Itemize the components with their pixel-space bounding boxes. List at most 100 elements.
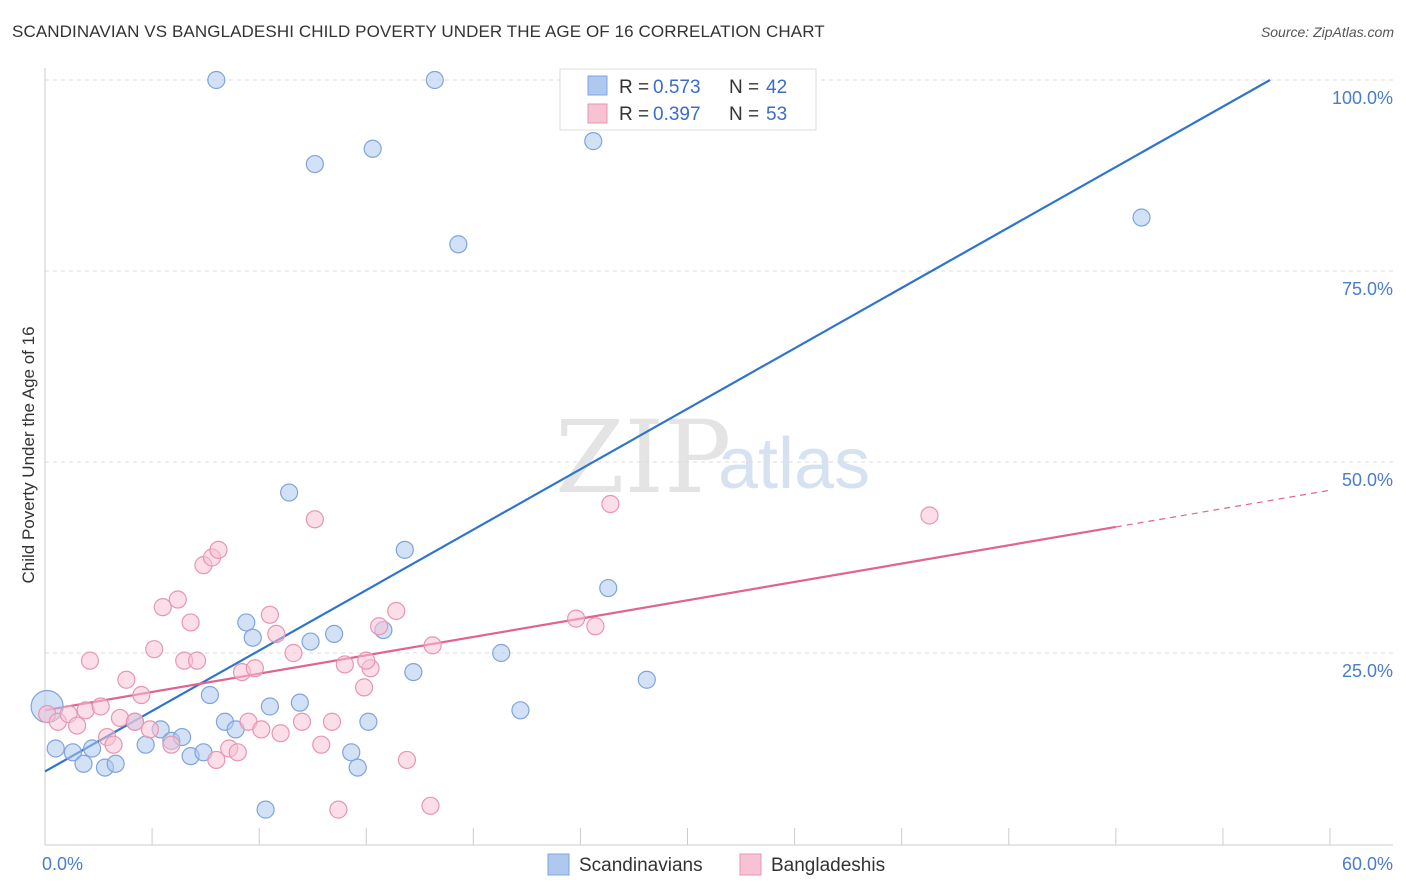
point-scandinavians-37 (599, 578, 618, 598)
point-scandinavians-33 (425, 70, 444, 90)
point-scandinavians-1 (46, 739, 65, 758)
y-tick-label-2: 50.0% (1342, 470, 1393, 490)
point-bangladeshis-46 (423, 636, 442, 655)
point-scandinavians-39 (637, 670, 656, 689)
point-scandinavians-36 (511, 701, 530, 720)
trend-line-scandinavians (44, 79, 1271, 773)
point-scandinavians-3 (74, 754, 93, 773)
y-axis-label: Child Poverty Under the Age of 16 (19, 326, 38, 583)
point-bangladeshis-36 (312, 735, 331, 754)
legend-n-label-1: N = (729, 77, 759, 98)
bottom-legend-swatch-scandinavians (547, 853, 570, 876)
tick-labels: 100.0% 75.0% 50.0% 25.0% 0.0% 60.0% (42, 88, 1393, 874)
point-scandinavians-19 (260, 697, 279, 716)
point-bangladeshis-9 (110, 708, 130, 728)
grid-lines (45, 79, 1393, 654)
bottom-legend: Scandinavians Bangladeshis (547, 853, 885, 876)
point-bangladeshis-40 (355, 678, 374, 697)
point-bangladeshis-31 (267, 624, 286, 644)
point-scandinavians-30 (404, 662, 423, 682)
point-bangladeshis-32 (271, 724, 290, 743)
point-bangladeshis-34 (292, 712, 312, 731)
watermark-atlas: atlas (718, 424, 870, 504)
point-scandinavians-6 (106, 754, 125, 773)
point-scandinavians-18 (243, 628, 262, 647)
point-bangladeshis-4 (76, 701, 95, 720)
point-bangladeshis-3 (68, 716, 87, 735)
point-scandinavians-34 (449, 235, 468, 254)
point-bangladeshis-11 (125, 712, 145, 731)
point-bangladeshis-12 (132, 685, 151, 705)
y-tick-label-1: 75.0% (1342, 279, 1393, 299)
point-scandinavians-26 (348, 758, 367, 777)
point-bangladeshis-43 (387, 601, 406, 621)
bottom-legend-label-bangladeshis: Bangladeshis (771, 855, 885, 876)
point-bangladeshis-39 (329, 800, 348, 819)
bottom-legend-swatch-bangladeshis (739, 853, 762, 876)
y-tick-label-3: 25.0% (1342, 661, 1393, 681)
point-scandinavians-32 (363, 139, 382, 158)
point-bangladeshis-29 (252, 720, 271, 739)
chart-title: SCANDINAVIAN VS BANGLADESHI CHILD POVERT… (12, 22, 825, 41)
point-bangladeshis-16 (162, 735, 181, 754)
point-bangladeshis-13 (140, 720, 160, 739)
legend-n-value-1: 42 (766, 77, 787, 98)
point-scandinavians-31 (305, 154, 324, 174)
point-scandinavians-2 (63, 743, 82, 762)
point-bangladeshis-14 (145, 640, 164, 659)
point-bangladeshis-38 (335, 655, 354, 674)
point-bangladeshis-23 (209, 540, 228, 559)
legend-n-label-2: N = (729, 104, 759, 125)
point-scandinavians-22 (290, 693, 309, 712)
point-scandinavians-27 (359, 712, 378, 731)
legend-n-value-2: 53 (766, 104, 787, 125)
point-scandinavians-38 (584, 132, 603, 151)
y-tick-label-0: 100.0% (1332, 88, 1393, 108)
point-bangladeshis-6 (91, 697, 110, 716)
point-scandinavians-14 (200, 685, 220, 705)
point-scandinavians-41 (207, 70, 226, 90)
point-scandinavians-20 (256, 800, 275, 819)
source-label: Source: ZipAtlas.com (1260, 24, 1394, 40)
x-tick-label-1: 60.0% (1342, 854, 1393, 874)
point-scandinavians-24 (325, 624, 344, 644)
point-bangladeshis-8 (104, 735, 123, 754)
point-bangladeshis-51 (357, 651, 376, 670)
point-scandinavians-8 (136, 735, 155, 754)
trend-line-bangladeshis-extension (1115, 489, 1331, 528)
point-bangladeshis-28 (245, 659, 264, 678)
legend-r-value-2: 0.397 (653, 104, 701, 125)
legend-r-value-1: 0.573 (653, 77, 701, 98)
point-bangladeshis-24 (207, 750, 226, 770)
point-bangladeshis-20 (187, 651, 207, 670)
legend-r-label-2: R = (619, 104, 649, 125)
point-scandinavians-5 (83, 739, 102, 758)
point-scandinavians-21 (280, 483, 299, 502)
bottom-legend-label-scandinavians: Scandinavians (579, 855, 703, 876)
legend-swatch-scandinavians (587, 75, 608, 96)
point-bangladeshis-42 (370, 617, 389, 636)
point-bangladeshis-15 (153, 598, 172, 617)
point-scandinavians-23 (301, 632, 320, 651)
point-bangladeshis-17 (168, 590, 187, 609)
point-bangladeshis-50 (920, 506, 939, 525)
point-bangladeshis-49 (601, 494, 620, 514)
legend-r-label-1: R = (619, 77, 649, 98)
point-bangladeshis-35 (305, 510, 324, 529)
legend: R = 0.573 N = 42 R = 0.397 N = 53 (559, 68, 817, 131)
point-bangladeshis-47 (567, 609, 586, 628)
point-bangladeshis-45 (421, 796, 440, 815)
point-scandinavians-35 (492, 643, 511, 663)
point-bangladeshis-44 (397, 750, 417, 770)
legend-swatch-bangladeshis (587, 103, 608, 124)
point-bangladeshis-10 (117, 670, 136, 689)
point-bangladeshis-33 (284, 643, 303, 663)
point-scandinavians-17 (237, 613, 256, 632)
point-scandinavians-29 (395, 540, 414, 559)
point-bangladeshis-52 (228, 743, 247, 762)
x-tick-label-0: 0.0% (42, 854, 83, 874)
point-scandinavians-40 (1132, 208, 1151, 227)
point-bangladeshis-5 (80, 651, 100, 670)
point-bangladeshis-30 (260, 605, 279, 624)
